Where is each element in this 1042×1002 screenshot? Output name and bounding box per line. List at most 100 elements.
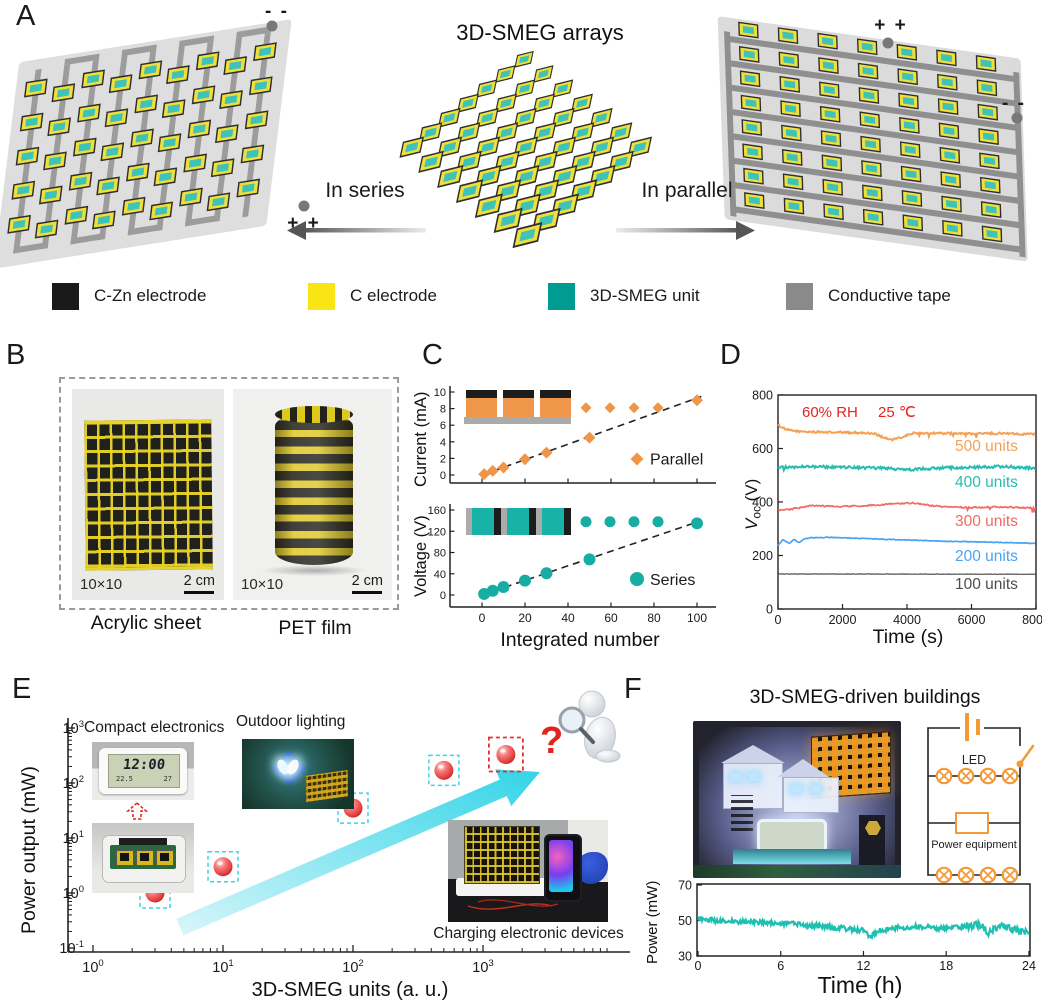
data-point	[486, 464, 499, 477]
smeg-unit	[157, 133, 182, 153]
panel-b-label: B	[6, 339, 26, 371]
led-x	[1004, 770, 1016, 782]
tick-label: 60	[604, 611, 618, 625]
smeg-unit	[161, 99, 186, 119]
outdoor-lighting-photo	[242, 739, 354, 809]
trend-arrow	[176, 769, 540, 936]
right-scale-text: 2 cm	[351, 572, 383, 589]
smeg-unit	[514, 50, 534, 68]
inset-seg	[501, 508, 507, 535]
smartphone	[544, 834, 582, 902]
circuit-frame	[927, 727, 1021, 876]
smeg-unit	[819, 81, 840, 99]
integrated-number-axis-label: Integrated number	[500, 629, 660, 651]
right-array-positive-terminal: + +	[874, 15, 908, 36]
led-x	[982, 869, 994, 881]
right-grid-count: 10×10	[241, 576, 284, 593]
battery-long-plate	[965, 713, 969, 741]
series-label: 500 units	[955, 438, 1018, 455]
smeg-unit	[51, 83, 76, 103]
smeg-unit	[942, 219, 963, 237]
tick-label: 0	[775, 613, 782, 627]
smeg-unit	[244, 110, 269, 130]
smeg-unit	[570, 93, 593, 113]
time-s-axis-label: Time (s)	[872, 626, 944, 648]
smeg-unit	[781, 148, 803, 166]
conductive-trace	[236, 26, 272, 39]
smeg-unit	[738, 46, 760, 63]
tick-label: 100	[82, 958, 103, 976]
legend-marker	[630, 572, 644, 586]
smeg-unit	[823, 203, 844, 221]
tick-label: 40	[561, 611, 575, 625]
smartphone-screen	[549, 840, 573, 892]
left-scale-text: 2 cm	[183, 572, 215, 589]
smeg-unit	[437, 165, 464, 188]
conductive-trace	[731, 181, 1023, 229]
clock-screen: 12:00 22.5 27	[108, 754, 180, 788]
conductive-trace	[121, 44, 157, 57]
window	[731, 773, 741, 781]
pool	[733, 849, 851, 864]
in-parallel-label: In parallel	[641, 179, 733, 202]
terminal-dot	[266, 20, 278, 32]
stairs	[731, 795, 753, 831]
smeg-unit	[941, 195, 962, 213]
inset-czn	[540, 390, 571, 398]
circuit-diagram: LED Power equipment	[927, 713, 1035, 884]
inset-dot	[628, 402, 640, 414]
left-grid-count: 10×10	[80, 576, 123, 593]
clock-humidity: 27	[163, 775, 172, 783]
hex-sign	[865, 821, 881, 835]
smeg-unit	[862, 184, 883, 202]
inset-dot	[580, 402, 592, 414]
smeg-unit	[81, 69, 105, 89]
series-array	[0, 19, 292, 269]
smeg-unit	[902, 214, 924, 232]
window	[791, 785, 801, 793]
smeg-unit	[551, 107, 575, 128]
conductive-trace	[730, 157, 1022, 205]
charging-photo	[448, 820, 608, 922]
legend-label: C electrode	[350, 286, 437, 305]
smeg-unit	[532, 93, 555, 113]
conductive-trace	[727, 59, 1019, 107]
tick-label: 10-1	[59, 939, 84, 957]
parallel-arrow	[616, 228, 736, 233]
smeg-unit	[858, 87, 880, 104]
conductive-trace	[70, 232, 106, 245]
data-point	[519, 453, 531, 466]
panel-a-title: 3D-SMEG arrays	[456, 20, 624, 45]
tick-label: Series	[650, 572, 695, 589]
smeg-unit	[418, 150, 444, 173]
window	[811, 785, 821, 793]
inset-seg	[542, 508, 564, 535]
tick-label: 200	[752, 549, 773, 563]
building-power-chart: 30 50 70 0 6 12 18 24	[678, 879, 1036, 974]
tick-label: 102	[63, 774, 84, 792]
inset-seg	[472, 508, 494, 535]
smeg-unit	[856, 38, 878, 56]
legend-item-3d-smeg-unit: 3D-SMEG unit	[548, 282, 700, 310]
smeg-unit	[130, 128, 154, 148]
smeg-unit	[456, 93, 479, 113]
inset-seg	[466, 508, 472, 535]
series-line-500-units	[777, 423, 1036, 442]
smeg-unit	[455, 179, 484, 203]
smeg-unit	[899, 141, 921, 159]
smeg-unit	[206, 192, 231, 212]
rh-annotation: 60% RH	[802, 404, 858, 421]
smeg-unit	[551, 136, 577, 158]
green-base	[693, 865, 901, 878]
smeg-unit	[533, 65, 554, 83]
inset-seg	[494, 508, 501, 535]
led-x	[960, 770, 972, 782]
trend-line	[481, 519, 702, 596]
smeg-unit	[514, 79, 536, 98]
legend-label: Conductive tape	[828, 286, 951, 305]
terminal-dot	[298, 200, 310, 212]
data-point	[540, 567, 553, 580]
acrylic-array-photo: 10×10 2 cm	[72, 389, 224, 600]
window	[749, 773, 759, 781]
smeg-unit	[896, 43, 918, 61]
